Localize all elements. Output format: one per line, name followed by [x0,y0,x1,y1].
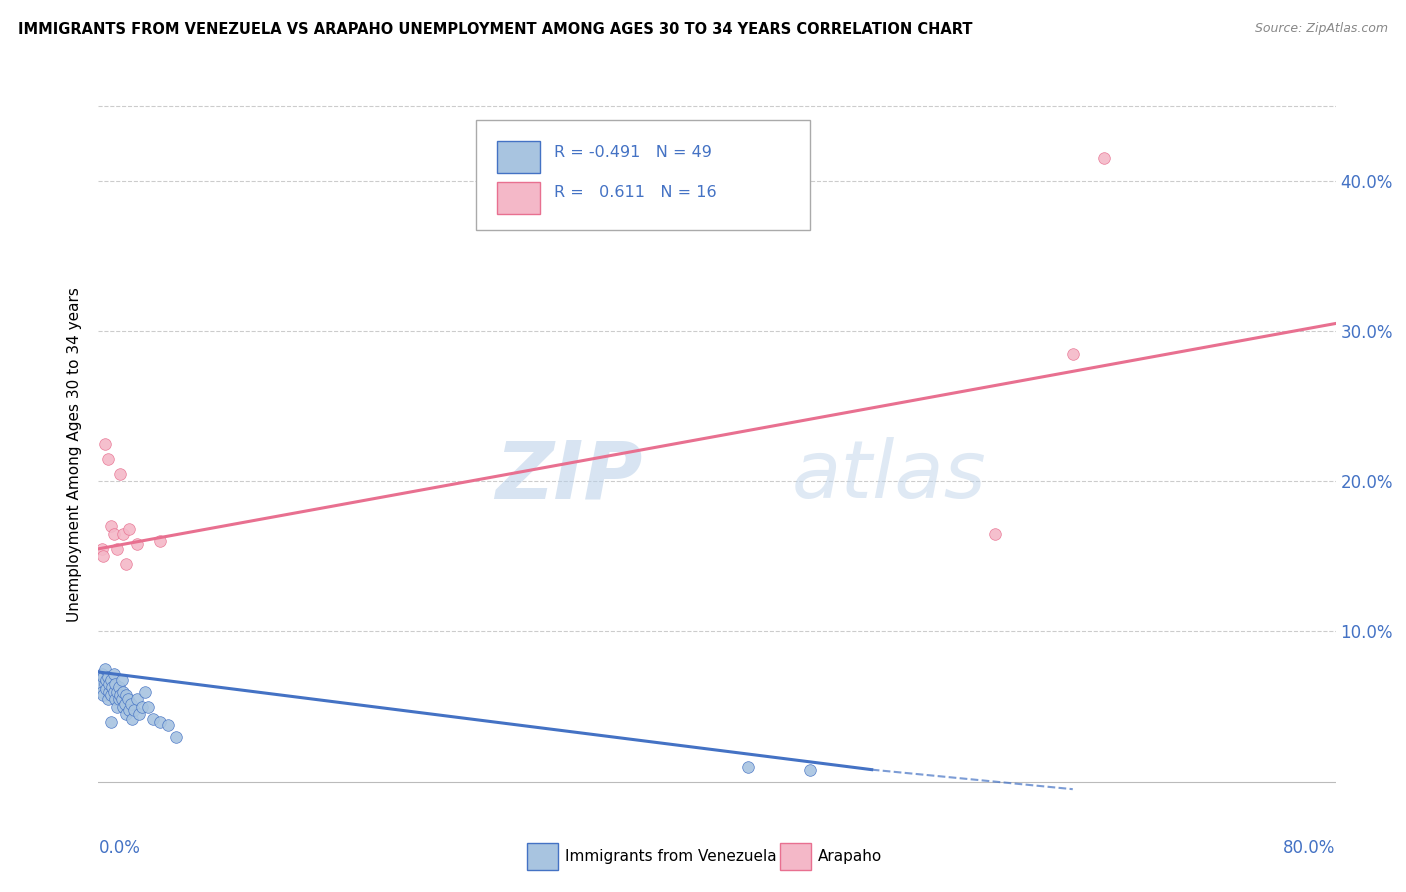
Point [799,763,821,777]
Point [103,526,125,541]
Point [120,697,142,711]
Point [103,666,125,681]
Point [98,684,121,698]
Point [128,707,150,722]
Point [101,680,124,694]
Y-axis label: Unemployment Among Ages 30 to 34 years: Unemployment Among Ages 30 to 34 years [67,287,83,623]
Point [97,451,120,466]
Point [91,688,114,702]
Point [112,684,135,698]
Point [105,541,128,556]
Point [984,526,1007,541]
Point [114,697,136,711]
Point [96,673,118,687]
Point [100,673,122,687]
Point [108,688,131,702]
Text: 80.0%: 80.0% [1284,838,1336,856]
Text: atlas: atlas [792,437,986,516]
Point [107,680,129,694]
Text: Immigrants from Venezuela: Immigrants from Venezuela [565,849,778,863]
Point [157,717,180,731]
Text: R = -0.491   N = 49: R = -0.491 N = 49 [554,145,711,160]
Text: Arapaho: Arapaho [818,849,883,863]
Point [93,436,115,450]
Point [115,707,138,722]
FancyBboxPatch shape [475,120,810,230]
Point [122,702,145,716]
Point [93,677,115,691]
Point [118,522,141,536]
Point [115,557,138,571]
Point [105,684,128,698]
Point [121,712,143,726]
Point [111,692,134,706]
Point [90,666,112,681]
Point [118,702,141,716]
Point [97,669,120,683]
Text: Source: ZipAtlas.com: Source: ZipAtlas.com [1254,22,1388,36]
Point [90,541,112,556]
Point [115,688,138,702]
Text: 0.0%: 0.0% [98,838,141,856]
Point [131,699,153,714]
Point [98,677,121,691]
Point [149,534,172,549]
Point [107,692,129,706]
Point [117,692,139,706]
Point [96,681,118,696]
Point [91,669,114,683]
Point [112,699,135,714]
Point [89,677,111,691]
Point [134,684,156,698]
Point [100,519,122,533]
Point [127,537,149,551]
Point [100,688,122,702]
Text: R =   0.611   N = 16: R = 0.611 N = 16 [554,186,717,200]
Point [136,699,159,714]
Point [127,692,149,706]
Text: ZIP: ZIP [495,437,643,516]
Point [91,549,114,564]
Point [105,699,128,714]
Point [111,673,134,687]
Point [104,677,127,691]
Point [103,684,125,698]
FancyBboxPatch shape [496,182,540,214]
Point [93,662,115,676]
Point [142,712,165,726]
Point [112,526,135,541]
Point [104,692,127,706]
Point [149,714,172,729]
Point [165,730,187,744]
Point [100,714,122,729]
Point [108,467,131,481]
Point [1092,151,1115,165]
Point [97,692,120,706]
Point [90,684,112,698]
Point [1062,346,1084,360]
Text: IMMIGRANTS FROM VENEZUELA VS ARAPAHO UNEMPLOYMENT AMONG AGES 30 TO 34 YEARS CORR: IMMIGRANTS FROM VENEZUELA VS ARAPAHO UNE… [18,22,973,37]
FancyBboxPatch shape [496,141,540,173]
Point [737,759,759,773]
